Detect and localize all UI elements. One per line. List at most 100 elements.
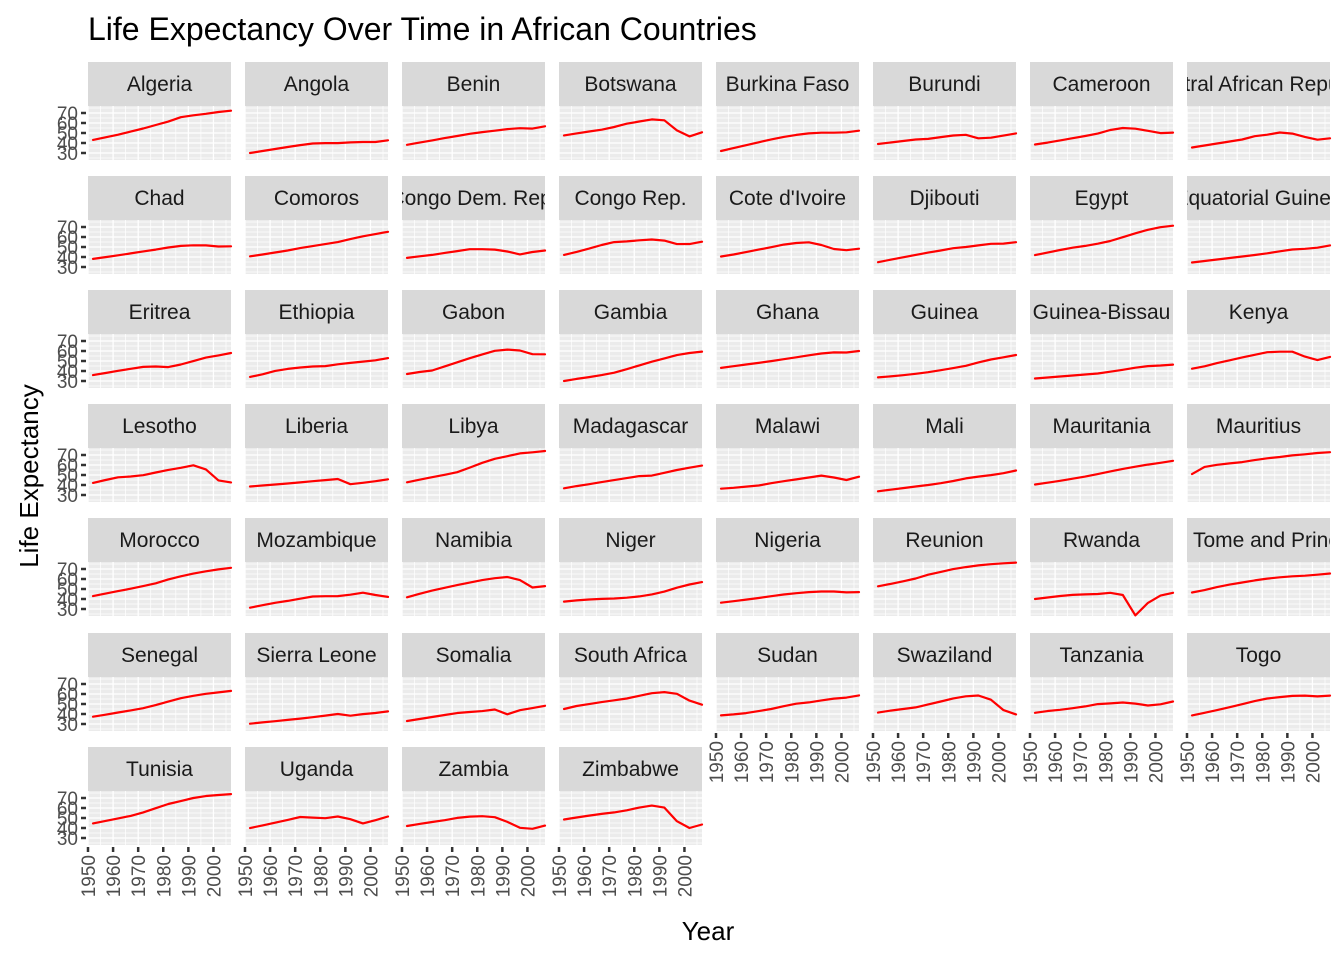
x-tick-label: 1960 [261,855,282,897]
series-line [1190,694,1332,717]
x-tick-label: 1980 [625,855,646,897]
y-tick-label: 70 [57,446,78,467]
facet-panel: Morocco [87,518,233,616]
y-tick-label: 30 [57,258,78,279]
x-tick-label: 2000 [1146,741,1167,783]
strip-label: Cote d'Ivoire [729,187,846,210]
strip-label: Tunisia [126,758,193,781]
series-line [562,464,704,490]
y-tick-label: 50 [57,238,78,259]
strip-background [88,633,231,677]
facet-panel: Djibouti [872,176,1018,274]
strip-label: Comoros [274,187,359,210]
x-tick-label: 1960 [889,741,910,783]
x-axis-title: Year [682,916,735,946]
x-tick-label: 1960 [104,855,125,897]
x-axis: 1950 1960 1970 1980 1990 2000 [864,733,1010,783]
strip-label: Ghana [756,301,819,324]
series-line [562,238,704,256]
series-line [719,590,861,604]
x-tick-label: 1980 [154,855,175,897]
strip-label: Angola [284,73,350,96]
strip-label: Congo Dem. Rep. [389,187,557,210]
strip-background [1187,518,1330,562]
facet-panel: Uganda [244,747,390,845]
strip-label: Gambia [594,301,668,324]
series-line [91,109,233,141]
strip-background [873,176,1016,220]
y-tick-label: 60 [57,570,78,591]
series-line [1033,459,1175,486]
series-line [562,690,704,711]
series-line [248,230,390,258]
series-line [405,248,547,259]
strip-background [1187,62,1330,106]
facet-panel: Zambia [401,747,547,845]
series-line [405,815,547,830]
strip-background [88,290,231,334]
x-axis: 1950 1960 1970 1980 1990 2000 [79,847,225,897]
series-line [876,694,1018,716]
facet-panel: Benin [401,62,547,160]
strip-background [88,518,231,562]
facet-panel: Eritrea [87,290,233,388]
y-tick-label: 40 [57,476,78,497]
facet-panel: Equatorial Guinea [1174,176,1342,274]
facet-panel: Tanzania [1029,633,1175,731]
facet-panel: Sudan [715,633,861,731]
series-line [876,469,1018,493]
strip-label: Guinea-Bissau [1033,301,1171,324]
strip-label: Equatorial Guinea [1174,187,1342,210]
strip-label: Uganda [280,758,354,781]
x-axis: 1950 1960 1970 1980 1990 2000 [1178,733,1324,783]
x-tick-label: 1960 [418,855,439,897]
series-line [91,689,233,718]
strip-background [402,62,545,106]
facet-axes: 3040506070304050607030405060703040506070… [57,104,1325,897]
x-axis: 1950 1960 1970 1980 1990 2000 [1021,733,1167,783]
strip-label: Somalia [436,644,512,667]
facet-panel: Botswana [558,62,704,160]
facet-panel: Libya [401,404,547,502]
strip-background [245,404,388,448]
strip-label: Congo Rep. [574,187,686,210]
strip-label: Gabon [442,301,505,324]
x-tick-label: 1970 [600,855,621,897]
series-line [248,710,390,725]
strip-label: Guinea [911,301,979,324]
x-axis: 1950 1960 1970 1980 1990 2000 [550,847,696,897]
series-line [405,125,547,146]
strip-background [559,62,702,106]
series-line [248,357,390,378]
facet-panel: South Africa [558,633,704,731]
series-line [719,241,861,258]
strip-background [402,176,545,220]
facet-panel: Angola [244,62,390,160]
series-line [876,132,1018,146]
x-tick-label: 1970 [1071,741,1092,783]
facet-panel: Reunion [872,518,1018,616]
facet-panel: Chad [87,176,233,274]
x-tick-label: 1980 [311,855,332,897]
y-tick-label: 40 [57,134,78,155]
strip-label: Burundi [908,73,980,96]
series-line [1190,451,1332,476]
strip-background [402,747,545,791]
series-line [1190,572,1332,594]
series-line [562,580,704,603]
strip-background [716,176,859,220]
facet-panel: Cameroon [1029,62,1175,160]
strip-background [716,633,859,677]
x-tick-label: 1980 [782,741,803,783]
y-tick-label: 30 [57,600,78,621]
facet-panel: Senegal [87,633,233,731]
strip-label: Burkina Faso [726,73,850,96]
series-line [91,792,233,825]
series-line [876,241,1018,264]
y-tick-label: 50 [57,580,78,601]
strip-label: Cameroon [1052,73,1150,96]
x-tick-label: 2000 [832,741,853,783]
x-tick-label: 1960 [1203,741,1224,783]
